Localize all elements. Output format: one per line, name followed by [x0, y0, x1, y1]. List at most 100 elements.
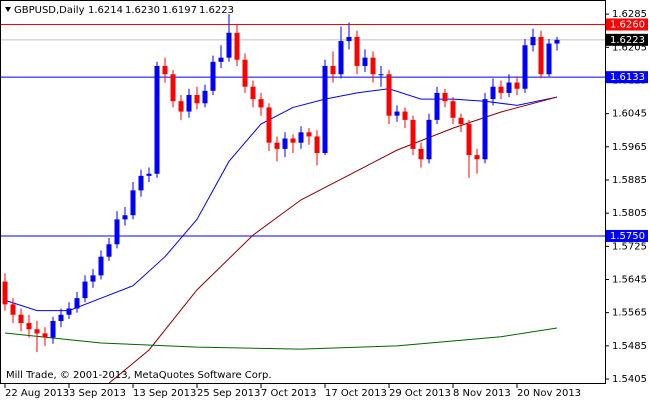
- candle-body: [386, 74, 392, 116]
- candle-body: [34, 329, 40, 334]
- y-tick-label: 1.5725: [612, 241, 647, 252]
- header-low: 1.6197: [162, 5, 197, 16]
- y-tick-label: 1.5805: [612, 208, 647, 219]
- candle-body: [146, 173, 152, 176]
- candle-body: [426, 119, 432, 160]
- candle-body: [298, 132, 304, 143]
- candle-body: [330, 65, 336, 75]
- candle-body: [466, 124, 472, 156]
- y-tick-label: 1.6205: [612, 42, 647, 53]
- y-tick-label: 1.5965: [612, 142, 647, 153]
- candle-body: [218, 57, 224, 62]
- candle-body: [242, 59, 248, 87]
- candle-body: [498, 86, 504, 93]
- x-tick-label: 17 Oct 2013: [325, 388, 387, 399]
- symbol-icon: [5, 7, 11, 12]
- candle-body: [170, 74, 176, 102]
- level-label: 1.5750: [610, 231, 645, 242]
- candle-body: [250, 86, 256, 100]
- plot-frame: [0, 0, 606, 384]
- level-box: [606, 229, 648, 242]
- x-tick-label: 20 Nov 2013: [517, 388, 581, 399]
- candle-body: [162, 65, 168, 75]
- level-box: [606, 18, 648, 31]
- candle-body: [66, 308, 72, 315]
- level-label: 1.6260: [610, 19, 645, 30]
- candle-body: [514, 82, 520, 89]
- candle-body: [138, 175, 144, 191]
- candle-body: [370, 57, 376, 75]
- candle-body: [154, 65, 160, 174]
- candle-body: [90, 275, 96, 282]
- candle-body: [354, 36, 360, 66]
- y-tick-label: 1.5405: [612, 374, 647, 385]
- level-box: [606, 71, 648, 84]
- candle-body: [538, 36, 544, 75]
- candle-body: [122, 215, 128, 220]
- x-tick-label: 8 Nov 2013: [453, 388, 511, 399]
- y-tick-label: 1.5485: [612, 341, 647, 352]
- candle-body: [362, 57, 368, 66]
- level-box: [606, 33, 648, 46]
- candle-body: [506, 82, 512, 93]
- candle-body: [194, 94, 200, 104]
- y-tick-label: 1.5645: [612, 275, 647, 286]
- candle-body: [530, 36, 536, 46]
- candle-body: [106, 244, 112, 257]
- moving-average: [4, 88, 558, 312]
- candle-body: [178, 101, 184, 112]
- candle-body: [258, 99, 264, 108]
- level-label: 1.6133: [610, 72, 645, 83]
- candle-body: [10, 304, 16, 315]
- x-tick-label: 7 Oct 2013: [261, 388, 316, 399]
- candle-body: [546, 43, 552, 75]
- candle-body: [26, 323, 32, 330]
- candle-body: [202, 90, 208, 104]
- x-tick-label: 3 Sep 2013: [69, 388, 126, 399]
- candle-body: [314, 136, 320, 154]
- candle-body: [410, 119, 416, 149]
- candle-body: [114, 219, 120, 245]
- y-tick-label: 1.5565: [612, 308, 647, 319]
- candle-body: [418, 148, 424, 160]
- header-open: 1.6214: [88, 5, 123, 16]
- candle-body: [130, 190, 136, 216]
- candle-body: [450, 101, 456, 118]
- candle-body: [42, 333, 48, 338]
- candle-body: [474, 155, 480, 160]
- footer: Mill Trade, © 2001-2013, MetaQuotes Soft…: [6, 370, 272, 381]
- candle-body: [490, 86, 496, 100]
- moving-average: [108, 96, 558, 384]
- candle-body: [50, 320, 56, 338]
- candle-body: [482, 99, 488, 160]
- candle-body: [74, 298, 80, 309]
- candle-body: [442, 92, 448, 102]
- candle-body: [338, 41, 344, 75]
- level-label: 1.6223: [610, 35, 645, 46]
- candle-body: [18, 314, 24, 324]
- candle-body: [458, 117, 464, 125]
- candle-body: [186, 94, 192, 112]
- header-high: 1.6230: [125, 5, 160, 16]
- x-tick-label: 25 Sep 2013: [197, 388, 260, 399]
- candle-body: [434, 92, 440, 120]
- candle-body: [394, 111, 400, 116]
- x-tick-label: 22 Aug 2013: [5, 388, 69, 399]
- candle-body: [282, 138, 288, 149]
- candle-body: [290, 138, 296, 143]
- candle-body: [306, 132, 312, 137]
- candle-body: [2, 281, 8, 305]
- candle-body: [378, 74, 384, 76]
- candle-body: [322, 65, 328, 154]
- symbol: GBPUSD,Daily: [14, 5, 85, 16]
- moving-average: [4, 327, 558, 350]
- candle-body: [346, 36, 352, 42]
- candle-body: [554, 39, 560, 44]
- candle-body: [58, 314, 64, 321]
- x-tick-label: 29 Oct 2013: [389, 388, 451, 399]
- candle-body: [226, 32, 232, 58]
- candle-body: [274, 142, 280, 149]
- candle-body: [82, 281, 88, 299]
